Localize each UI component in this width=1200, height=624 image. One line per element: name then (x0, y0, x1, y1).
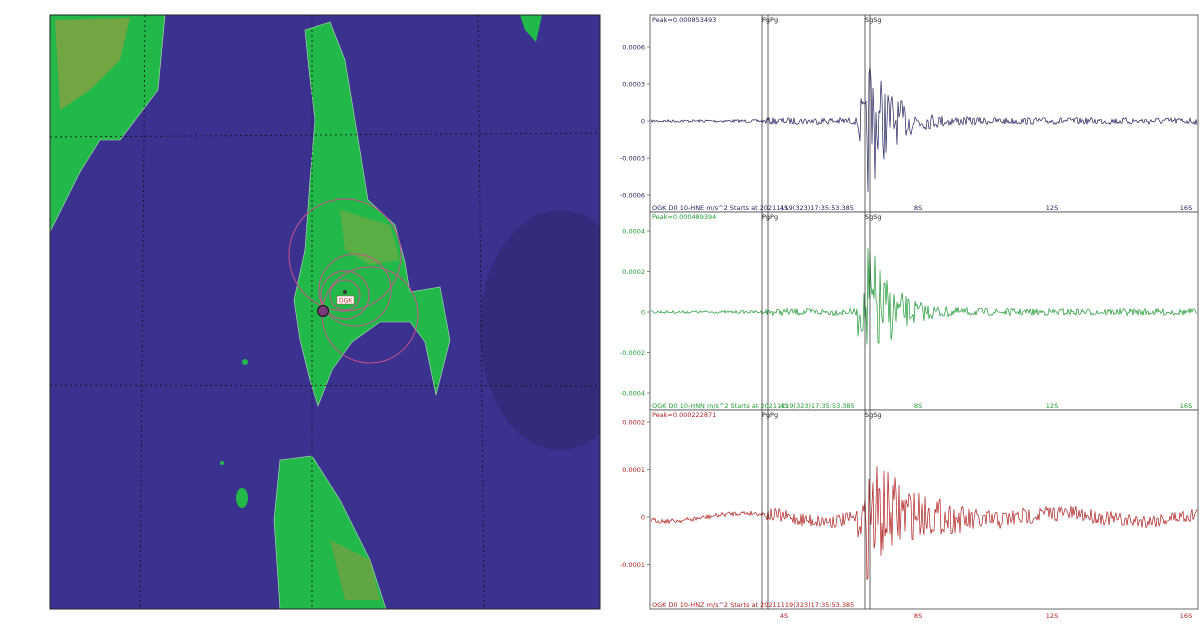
waveform (650, 465, 1198, 580)
y-tick-label: 0.0006 (622, 44, 645, 52)
caption: OGK D0 10-HNN m/s^2 Starts at 20211119(3… (652, 402, 855, 410)
waveform (650, 67, 1198, 193)
y-tick-label: -0.0004 (620, 390, 645, 398)
trace-panel (649, 409, 1199, 610)
y-tick-label: 0 (641, 309, 645, 317)
x-tick-label: 16S (1180, 204, 1192, 212)
x-tick-label: 4S (780, 612, 788, 620)
x-tick-label: 4S (780, 402, 788, 410)
y-tick-label: -0.0001 (620, 561, 645, 569)
station (343, 290, 347, 294)
x-tick-label: 4S (780, 204, 788, 212)
y-tick-label: 0.0003 (622, 81, 645, 89)
caption: OGK D0 10-HNE m/s^2 Starts at 20211119(3… (652, 204, 854, 212)
land (520, 15, 542, 42)
trace-panel (649, 211, 1199, 411)
caption: OGK D0 10-HNZ m/s^2 Starts at 20211119(3… (652, 601, 854, 609)
x-tick-label: 12S (1046, 612, 1058, 620)
waveform (650, 247, 1198, 345)
station-label-box (336, 295, 355, 305)
x-tick-label: 16S (1180, 612, 1192, 620)
island (236, 488, 248, 508)
terrain (330, 540, 380, 600)
map: OGK (50, 15, 600, 609)
y-tick-label: -0.0003 (620, 155, 645, 163)
phase-label: PgPg (762, 213, 778, 221)
x-tick-label: 8S (914, 402, 922, 410)
station-label: OGK (339, 298, 353, 305)
graticule (50, 15, 600, 609)
y-tick-label: 0 (641, 514, 645, 522)
peak-label: Peak=0.000489394 (652, 213, 716, 221)
y-tick-label: -0.0006 (620, 192, 645, 200)
y-tick-label: 0.0004 (622, 228, 645, 236)
map-border (49, 14, 601, 610)
x-tick-label: 8S (914, 612, 922, 620)
y-tick-label: 0.0002 (622, 268, 645, 276)
peak-label: Peak=0.000853493 (652, 16, 716, 24)
peak-label: Peak=0.000222871 (652, 411, 716, 419)
terrain (55, 18, 130, 110)
distance-circles (288, 198, 419, 364)
x-tick-label: 16S (1180, 402, 1192, 410)
x-tick-label: 12S (1046, 204, 1058, 212)
y-tick-label: -0.0002 (620, 349, 645, 357)
epicenter (317, 305, 329, 317)
phase-label: PgPg (762, 411, 778, 419)
deep-water (480, 210, 600, 450)
phase-label: SgSg (865, 411, 882, 419)
island (242, 359, 248, 365)
y-tick-label: 0 (641, 118, 645, 126)
phase-label: PgPg (762, 16, 778, 24)
phase-label: SgSg (865, 213, 882, 221)
trace-panel (649, 14, 1199, 213)
phase-label: SgSg (865, 16, 882, 24)
x-tick-label: 8S (914, 204, 922, 212)
waveform-viewer: PgPg SgSg Peak=0.000853493 0.0006 0.0003 0 -0.… (620, 14, 1199, 620)
y-tick-label: 0.0002 (622, 419, 645, 427)
island (220, 461, 224, 465)
terrain (340, 210, 400, 265)
x-tick-label: 12S (1046, 402, 1058, 410)
y-tick-label: 0.0001 (622, 466, 645, 474)
